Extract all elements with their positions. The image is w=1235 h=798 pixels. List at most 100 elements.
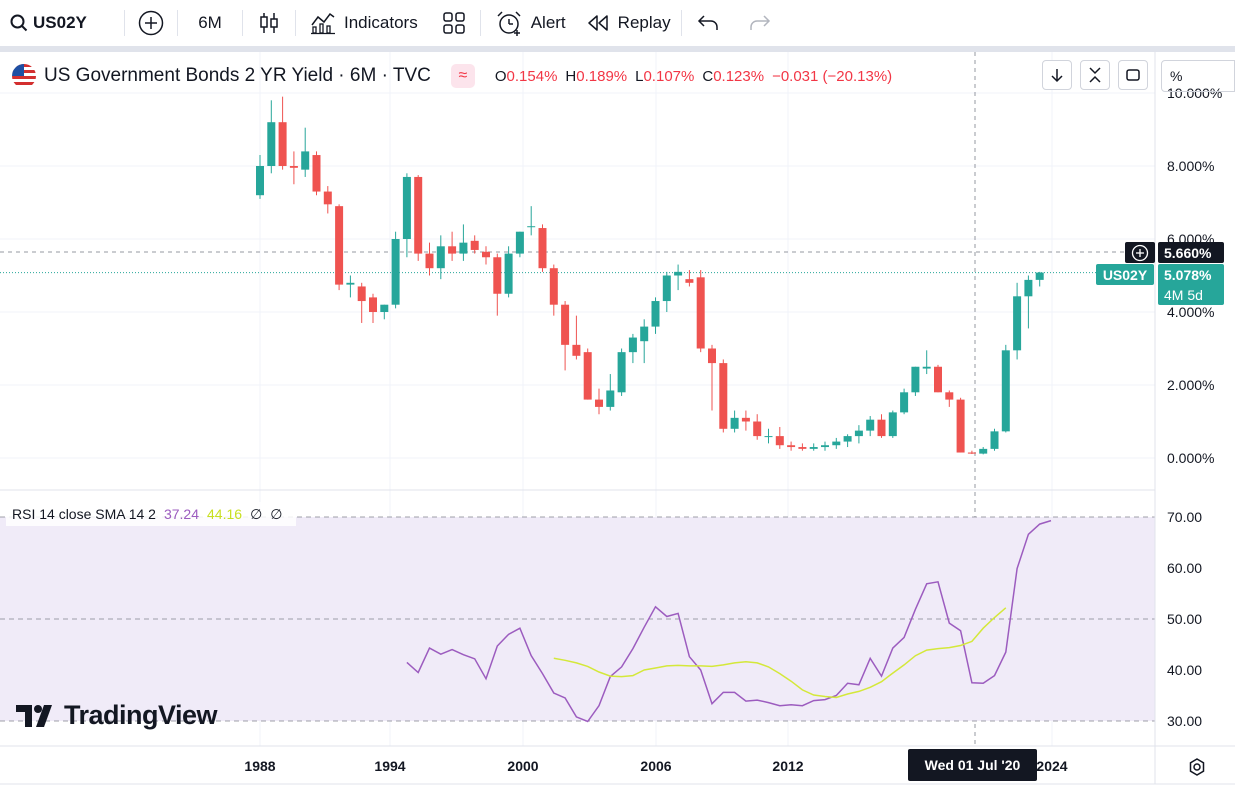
last-price-tag: 5.078% [1158, 264, 1224, 285]
candle [538, 224, 547, 272]
candle-body [1013, 296, 1022, 351]
open-key: O [494, 67, 507, 85]
candle [877, 414, 886, 438]
rsi-tick-label: 30.00 [1167, 713, 1202, 729]
divider [295, 10, 296, 36]
undo-button[interactable] [682, 0, 734, 46]
divider [124, 10, 125, 36]
layouts-button[interactable] [428, 0, 480, 46]
maximize-button[interactable] [1118, 60, 1148, 90]
candle-body [662, 275, 671, 302]
candle [414, 175, 423, 261]
compare-symbol-button[interactable] [125, 0, 177, 46]
rewind-icon [587, 15, 608, 31]
candle [651, 297, 660, 334]
arrow-down-icon [1051, 69, 1063, 83]
candle-body [628, 337, 637, 353]
candle-body [854, 430, 863, 437]
ohlc-values: O 0.154% H 0.189% L 0.107% C 0.123% −0.031 (… [495, 68, 900, 85]
candle-body [775, 436, 784, 446]
maximize-icon [1126, 69, 1140, 81]
time-tick-label: 1994 [374, 758, 405, 774]
candle [436, 235, 445, 280]
legend-title[interactable]: US Government Bonds 2 YR Yield · 6M · TV… [44, 65, 431, 86]
candle [391, 231, 400, 309]
collapse-button[interactable] [1080, 60, 1110, 90]
wave-icon[interactable]: ≈ [450, 64, 475, 88]
chart-legend: US Government Bonds 2 YR Yield · 6M · TV… [12, 62, 900, 90]
rsi-name: RSI 14 close SMA 14 2 [12, 506, 156, 522]
price-tick-label: 0.000% [1167, 450, 1214, 466]
candle [357, 282, 366, 323]
toolbar-separator [0, 46, 1235, 52]
candle-body [414, 176, 423, 254]
candle [990, 428, 999, 451]
candle-body [674, 271, 683, 276]
candle [572, 315, 581, 360]
candle-body [741, 417, 750, 422]
scale-mode-input[interactable]: % [1161, 60, 1235, 92]
chart-type-button[interactable] [243, 0, 295, 46]
indicators-icon [311, 12, 335, 35]
candle-body [583, 352, 592, 400]
candle-body [369, 297, 377, 312]
rsi-tick-label: 40.00 [1167, 662, 1202, 678]
candle-body [945, 392, 954, 400]
candle-body [527, 226, 536, 228]
candle-body [979, 448, 988, 454]
undo-icon [697, 15, 718, 30]
candle-body [323, 191, 332, 205]
candle-body [538, 228, 547, 269]
rsi-legend[interactable]: RSI 14 close SMA 14 2 37.24 44.16 ∅ ∅ [6, 502, 297, 526]
divider [177, 10, 178, 36]
interval-button[interactable]: 6M [178, 0, 242, 46]
candle-body [561, 304, 570, 345]
candle [606, 374, 615, 411]
candle-body [482, 251, 490, 258]
collapse-icon [1089, 67, 1101, 83]
candle-body [289, 166, 298, 168]
candle [775, 426, 784, 449]
candle [267, 100, 276, 174]
candle [549, 264, 558, 316]
symbol-search-button[interactable]: US02Y [0, 0, 124, 46]
candle [312, 151, 321, 196]
candle-body [911, 366, 920, 393]
candle [583, 348, 592, 400]
candle [459, 224, 468, 261]
candle [640, 319, 649, 364]
rsi-pane[interactable] [0, 516, 1155, 723]
candle [685, 270, 694, 287]
candle-body [346, 282, 355, 285]
candle [425, 242, 434, 276]
rsi-extra-1: ∅ [250, 505, 263, 522]
tradingview-logo[interactable]: TradingView [16, 700, 218, 731]
candle-body [448, 246, 457, 254]
chart-settings-button[interactable] [1186, 756, 1208, 783]
candle [956, 397, 965, 453]
move-down-button[interactable] [1042, 60, 1072, 90]
rsi-line [406, 519, 1052, 723]
indicators-label: Indicators [344, 13, 418, 32]
symbol-label: US02Y [33, 13, 87, 32]
indicators-button[interactable]: Indicators [296, 0, 428, 46]
low-key: L [635, 67, 644, 85]
redo-button[interactable] [734, 0, 786, 46]
price-tick-label: 4.000% [1167, 304, 1214, 320]
candle [470, 235, 479, 254]
candle-body [685, 279, 694, 283]
alert-label: Alert [530, 13, 566, 32]
divider [242, 10, 243, 36]
candle [843, 434, 852, 448]
change-value: −0.031 (−20.13%) [772, 67, 893, 85]
time-tick-label: 1988 [244, 758, 275, 774]
candle [662, 271, 671, 312]
alert-button[interactable]: Alert [481, 0, 576, 46]
add-alert-button[interactable] [1125, 242, 1155, 263]
candle-body [787, 445, 796, 448]
plus-circle-icon [138, 10, 164, 36]
candle [798, 443, 807, 451]
replay-button[interactable]: Replay [576, 0, 681, 46]
candle [719, 359, 728, 433]
